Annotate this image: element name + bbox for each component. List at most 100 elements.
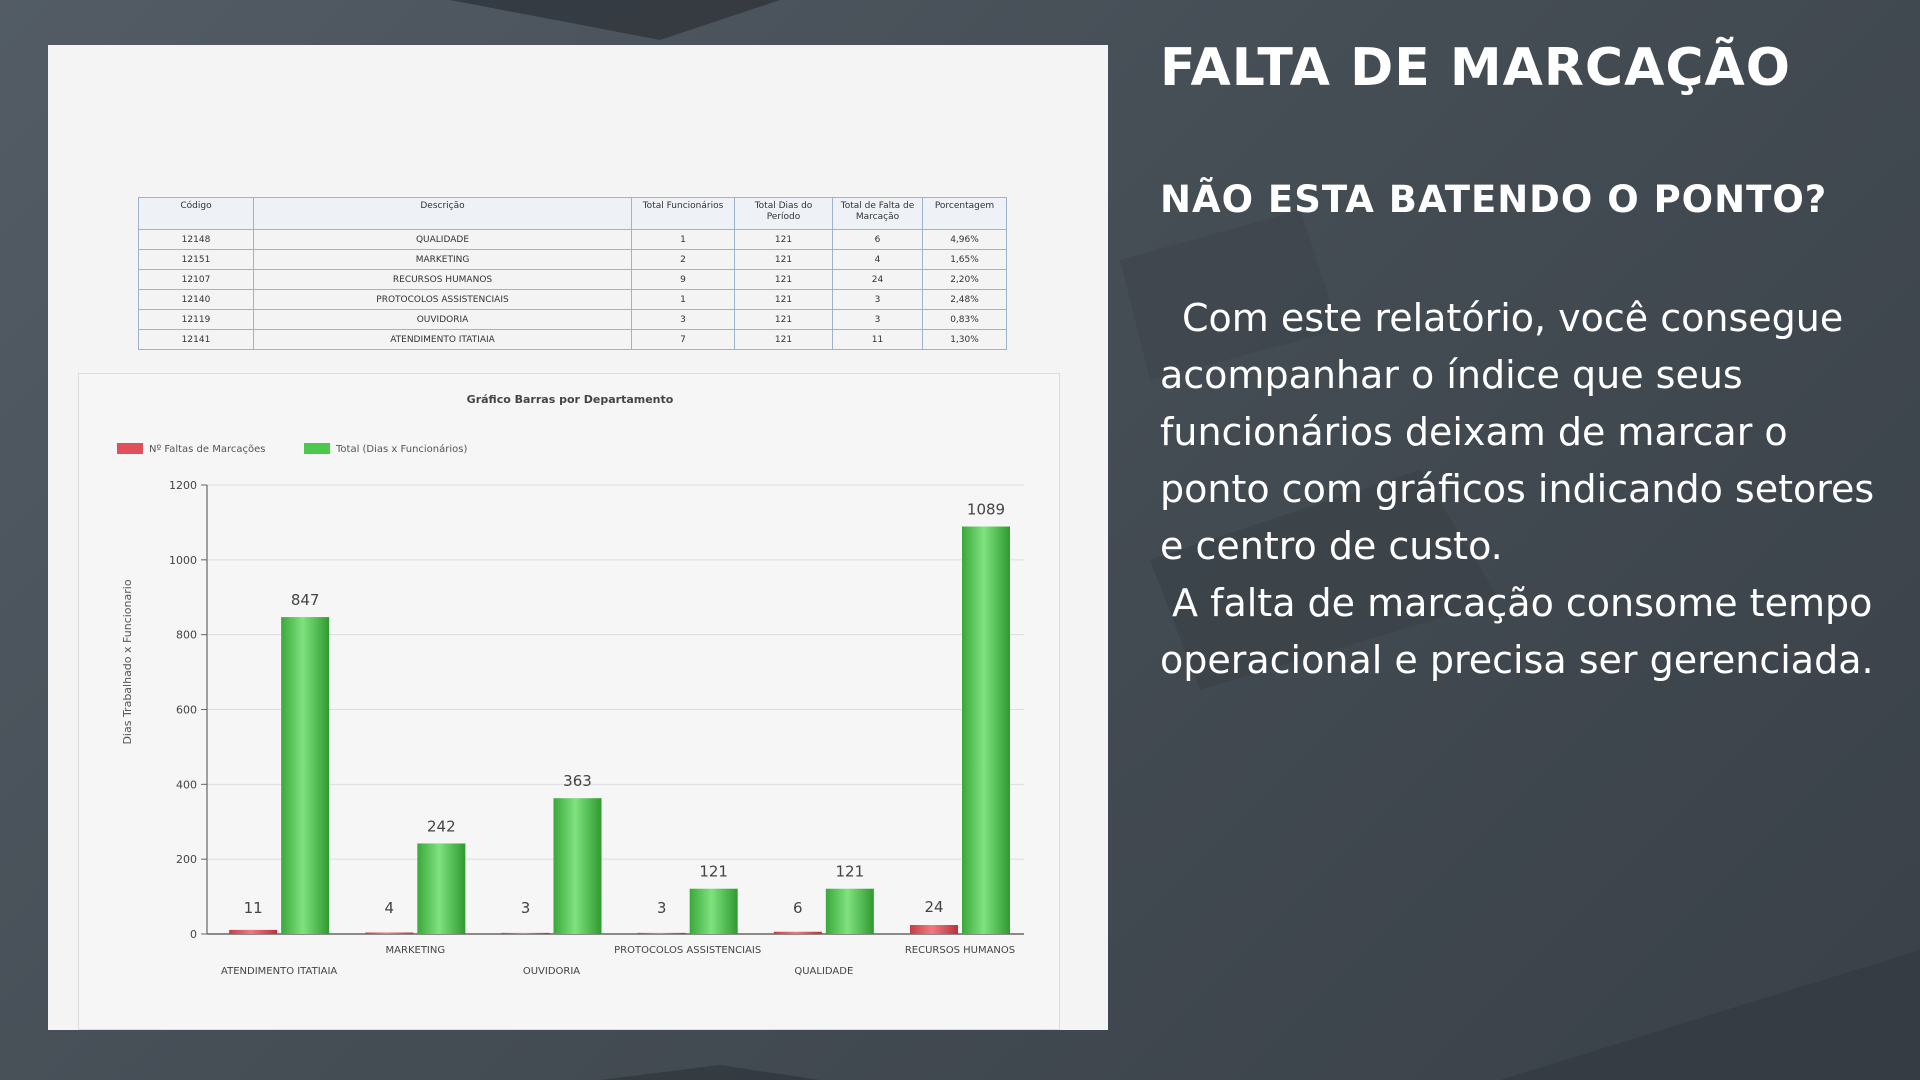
bar-total [417, 843, 466, 934]
table-header-row: Código Descrição Total Funcionários Tota… [138, 197, 1007, 230]
bar-total [962, 526, 1011, 934]
column-header: Descrição [253, 197, 632, 230]
table-cell: PROTOCOLOS ASSISTENCIAIS [253, 289, 632, 310]
table-cell: 2,20% [922, 269, 1007, 290]
column-header: Total Funcionários [631, 197, 735, 230]
table-cell: 0,83% [922, 309, 1007, 330]
bar-total [689, 888, 738, 934]
legend-swatch-total [304, 443, 330, 454]
bar-value-label: 847 [291, 591, 320, 609]
slide-subtitle: NÃO ESTA BATENDO O PONTO? [1160, 178, 1828, 221]
x-category-label: PROTOCOLOS ASSISTENCIAIS [614, 945, 761, 956]
table-cell: 6 [832, 229, 923, 250]
bar-value-label: 3 [521, 899, 531, 917]
report-screenshot: Código Descrição Total Funcionários Tota… [48, 45, 1108, 1030]
y-tick-label: 1200 [169, 479, 197, 492]
slide-title: FALTA DE MARCAÇÃO [1160, 38, 1791, 98]
column-header: Porcentagem [922, 197, 1007, 230]
chart-title: Gráfico Barras por Departamento [467, 393, 674, 406]
y-axis-label: Dias Trabalhado x Funcionario [121, 579, 134, 744]
bar-faltas [229, 929, 278, 934]
column-header: Total de Falta de Marcação [832, 197, 923, 230]
table-cell: MARKETING [253, 249, 632, 270]
table-cell: QUALIDADE [253, 229, 632, 250]
bar-value-label: 363 [563, 772, 592, 790]
table-row: 12148 QUALIDADE 1 121 6 4,96% [138, 229, 1007, 250]
bar-value-label: 24 [924, 898, 943, 916]
table-cell: 1 [631, 229, 735, 250]
table-cell: 7 [631, 329, 735, 350]
bar-value-label: 121 [836, 863, 865, 881]
table-cell: 4,96% [922, 229, 1007, 250]
table-cell: 3 [832, 289, 923, 310]
table-cell: 12141 [138, 329, 254, 350]
table-row: 12151 MARKETING 2 121 4 1,65% [138, 249, 1007, 270]
bar-faltas [910, 925, 959, 934]
bar-chart: Gráfico Barras por Departamento Nº Falta… [117, 393, 1024, 977]
legend-label-faltas: Nº Faltas de Marcações [149, 444, 265, 455]
table-cell: 3 [631, 309, 735, 330]
table-cell: 11 [832, 329, 923, 350]
table-cell: 4 [832, 249, 923, 270]
table-cell: 24 [832, 269, 923, 290]
column-header: Código [138, 197, 254, 230]
bar-value-label: 121 [699, 863, 728, 881]
bar-value-label: 6 [793, 899, 803, 917]
table-row: 12141 ATENDIMENTO ITATIAIA 7 121 11 1,30… [138, 329, 1007, 350]
table-cell: 121 [734, 329, 833, 350]
bar-value-label: 3 [657, 899, 667, 917]
bar-chart-panel: Gráfico Barras por Departamento Nº Falta… [78, 373, 1060, 1030]
report-table: Código Descrição Total Funcionários Tota… [138, 197, 1007, 350]
table-row: 12107 RECURSOS HUMANOS 9 121 24 2,20% [138, 269, 1007, 290]
bar-faltas [773, 931, 822, 934]
bar-value-label: 4 [385, 899, 395, 917]
table-cell: 9 [631, 269, 735, 290]
table-cell: 2,48% [922, 289, 1007, 310]
table-cell: ATENDIMENTO ITATIAIA [253, 329, 632, 350]
table-cell: 121 [734, 269, 833, 290]
x-category-label: OUVIDORIA [523, 966, 580, 977]
table-cell: 121 [734, 289, 833, 310]
table-cell: 2 [631, 249, 735, 270]
bar-faltas [365, 932, 414, 934]
x-category-label: ATENDIMENTO ITATIAIA [221, 966, 337, 977]
bar-faltas [501, 932, 550, 934]
bar-value-label: 11 [244, 899, 263, 917]
x-category-label: RECURSOS HUMANOS [905, 945, 1015, 956]
slide-body: Com este relatório, você consegue acompa… [1160, 290, 1900, 689]
x-category-label: QUALIDADE [794, 966, 853, 977]
bar-total [553, 798, 602, 934]
body-paragraph: Com este relatório, você consegue acompa… [1160, 296, 1875, 568]
bar-value-label: 242 [427, 817, 456, 835]
bar-total [825, 888, 874, 934]
column-header: Total Dias do Período [734, 197, 833, 230]
table-cell: 12140 [138, 289, 254, 310]
table-cell: 3 [832, 309, 923, 330]
y-tick-label: 800 [176, 629, 197, 642]
table-cell: OUVIDORIA [253, 309, 632, 330]
legend-label-total: Total (Dias x Funcionários) [335, 443, 467, 455]
table-cell: 1 [631, 289, 735, 310]
body-paragraph: A falta de marcação consome tempo operac… [1160, 581, 1874, 682]
table-cell: 121 [734, 249, 833, 270]
table-cell: 121 [734, 309, 833, 330]
table-cell: 12148 [138, 229, 254, 250]
table-cell: 1,65% [922, 249, 1007, 270]
table-cell: 12107 [138, 269, 254, 290]
legend-swatch-faltas [117, 443, 143, 454]
bar-total [281, 617, 330, 934]
table-cell: RECURSOS HUMANOS [253, 269, 632, 290]
y-tick-label: 200 [176, 853, 197, 866]
table-cell: 12151 [138, 249, 254, 270]
table-cell: 1,30% [922, 329, 1007, 350]
y-tick-label: 400 [176, 778, 197, 791]
table-cell: 121 [734, 229, 833, 250]
x-category-label: MARKETING [386, 945, 446, 956]
table-row: 12140 PROTOCOLOS ASSISTENCIAIS 1 121 3 2… [138, 289, 1007, 310]
table-cell: 12119 [138, 309, 254, 330]
bar-value-label: 1089 [967, 501, 1005, 519]
table-row: 12119 OUVIDORIA 3 121 3 0,83% [138, 309, 1007, 330]
y-tick-label: 0 [190, 928, 197, 941]
bar-faltas [637, 932, 686, 934]
